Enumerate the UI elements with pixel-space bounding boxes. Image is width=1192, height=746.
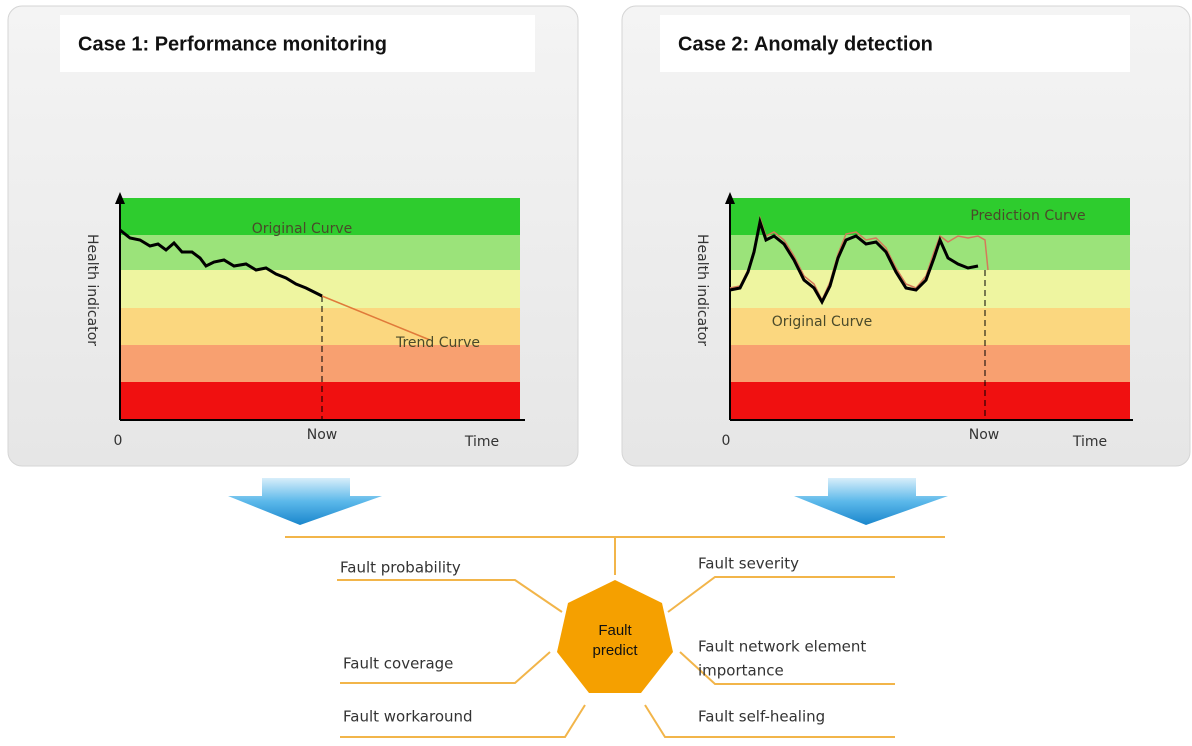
- center-heptagon: [557, 580, 673, 693]
- curve-label: Original Curve: [772, 314, 873, 330]
- title-box: [660, 15, 1130, 72]
- factor-label: Fault severity: [698, 555, 799, 573]
- down-arrow: [228, 478, 382, 525]
- now-label: Now: [969, 427, 1000, 443]
- axis-arrow: [115, 192, 125, 204]
- factor-label: Fault workaround: [343, 708, 473, 726]
- panel: Case 2: Anomaly detection Health indicat…: [621, 5, 1191, 467]
- axis-arrow: [725, 192, 735, 204]
- original-curve: [119, 228, 323, 298]
- trend-curve: [321, 295, 431, 341]
- x-label: Time: [1072, 434, 1107, 450]
- factor-label: Fault self-healing: [698, 708, 825, 726]
- curve-label: Prediction Curve: [970, 208, 1085, 224]
- origin-label: 0: [722, 433, 731, 449]
- original-curve: [729, 216, 979, 306]
- factor-label: Fault probability: [340, 559, 461, 577]
- center-label: predict: [592, 642, 638, 659]
- now-label: Now: [307, 427, 338, 443]
- curve-label: Original Curve: [252, 221, 353, 237]
- title-box: [60, 15, 535, 72]
- panel-title: Case 2: Anomaly detection: [678, 33, 933, 55]
- down-arrow: [794, 478, 948, 525]
- panel: Case 1: Performance monitoring Health in…: [7, 5, 579, 467]
- factor-label: Fault network element: [698, 638, 866, 656]
- health-bands: [730, 198, 1130, 420]
- curve-label: Trend Curve: [395, 335, 480, 351]
- factor-label: Fault coverage: [343, 655, 453, 673]
- x-label: Time: [464, 434, 499, 450]
- origin-label: 0: [114, 433, 123, 449]
- factor-label: importance: [698, 662, 784, 680]
- y-label: Health indicator: [84, 234, 100, 346]
- connectors: [285, 536, 945, 738]
- center-label: Fault: [598, 622, 632, 639]
- panel-title: Case 1: Performance monitoring: [78, 33, 387, 55]
- y-label: Health indicator: [694, 234, 710, 346]
